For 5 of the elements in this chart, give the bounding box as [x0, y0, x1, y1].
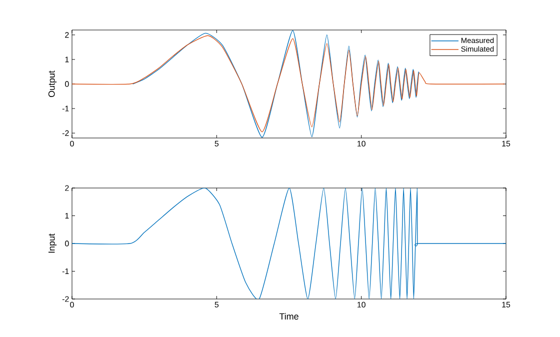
line-series	[132, 30, 419, 138]
y-axis-title: Output	[48, 70, 57, 98]
line-series	[72, 188, 506, 299]
y-axis-title: Input	[48, 234, 57, 253]
x-axis-title: Time	[279, 313, 298, 320]
